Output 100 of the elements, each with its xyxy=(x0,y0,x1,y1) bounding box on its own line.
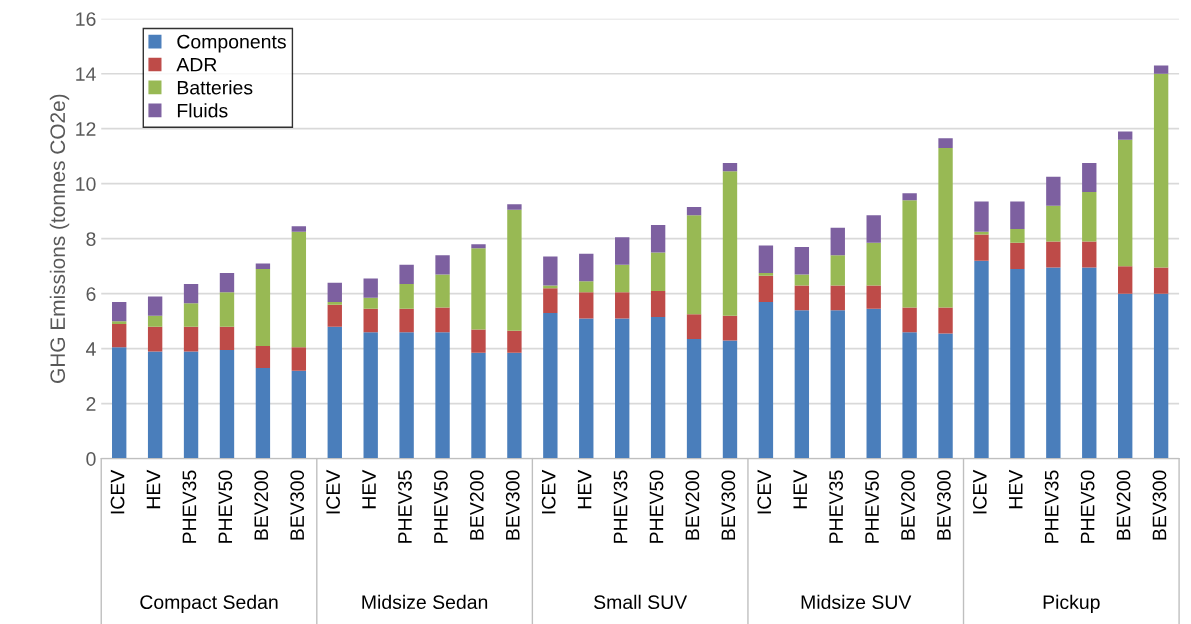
x-tick-label: PHEV35 xyxy=(182,470,197,543)
legend-label: Batteries xyxy=(177,80,253,95)
bar xyxy=(363,308,378,333)
bar xyxy=(974,234,989,261)
bar xyxy=(1046,176,1061,206)
bar xyxy=(615,318,630,459)
bar xyxy=(1082,241,1097,268)
bar xyxy=(794,274,810,286)
bar xyxy=(507,330,522,353)
bar xyxy=(543,256,558,286)
bar xyxy=(650,224,666,253)
bar xyxy=(758,301,774,459)
bar xyxy=(507,204,522,210)
text: Midsize Sedan xyxy=(362,594,488,610)
x-tick-label: HEV xyxy=(793,469,807,509)
bar xyxy=(327,304,342,327)
bar xyxy=(1118,139,1133,267)
bar xyxy=(686,339,702,459)
bar xyxy=(1010,229,1025,243)
bar xyxy=(112,301,127,322)
x-tick-label: PHEV50 xyxy=(434,470,448,543)
bar xyxy=(507,209,522,331)
x-tick-label: BEV300 xyxy=(937,470,951,540)
bar xyxy=(471,329,486,353)
bar xyxy=(327,282,342,302)
bar xyxy=(938,138,953,148)
bar xyxy=(471,352,486,459)
bar xyxy=(1153,293,1169,459)
bar xyxy=(722,171,738,316)
x-tick-label: PHEV50 xyxy=(649,470,664,543)
x-tick-label: HEV xyxy=(146,469,161,509)
x-tick-label: BEV200 xyxy=(901,470,915,540)
bar xyxy=(363,278,378,298)
bar xyxy=(543,288,558,313)
bar xyxy=(686,207,702,216)
bar xyxy=(579,253,594,282)
bar xyxy=(255,345,271,368)
x-tick-label: ICEV xyxy=(757,469,772,514)
bar xyxy=(650,252,666,291)
bar xyxy=(1010,268,1025,459)
x-tick-label: HEV xyxy=(362,469,376,509)
bar xyxy=(722,163,738,172)
x-tick-label: BEV200 xyxy=(469,470,484,540)
bar xyxy=(615,292,630,319)
x-tick-label: PHEV50 xyxy=(218,470,233,543)
bar xyxy=(974,231,989,235)
x-tick-label: PHEV50 xyxy=(1080,470,1095,543)
bar xyxy=(327,326,342,459)
bar xyxy=(399,284,414,309)
bar xyxy=(1010,201,1025,230)
bar xyxy=(1046,267,1061,459)
bar xyxy=(399,308,414,333)
bar xyxy=(794,246,810,275)
bar xyxy=(363,332,378,459)
x-tick-label: BEV300 xyxy=(290,470,305,540)
bar xyxy=(435,307,450,333)
y-tick-label: 14 xyxy=(76,67,96,81)
bar xyxy=(902,332,917,459)
bar xyxy=(219,273,235,293)
bar xyxy=(183,351,199,459)
bar xyxy=(112,347,127,459)
bar xyxy=(686,314,702,340)
bar xyxy=(974,260,989,459)
bar xyxy=(399,332,414,459)
bar xyxy=(1118,131,1133,140)
x-tick-label: HEV xyxy=(577,469,592,509)
bar xyxy=(866,308,881,459)
legend-label: Components xyxy=(177,34,286,53)
bar xyxy=(291,231,307,348)
x-tick-label: PHEV35 xyxy=(1044,470,1059,543)
bar xyxy=(830,255,845,286)
x-tick-label: BEV300 xyxy=(505,470,520,540)
bar xyxy=(435,255,450,275)
y-tick-label: 0 xyxy=(86,452,96,466)
y-tick-label: 6 xyxy=(86,287,96,301)
x-tick-label: BEV200 xyxy=(1116,470,1131,540)
bar xyxy=(291,226,307,232)
bar xyxy=(615,237,630,265)
bar xyxy=(327,301,342,305)
x-tick-label: PHEV35 xyxy=(613,470,628,543)
bar xyxy=(902,193,917,201)
bar xyxy=(579,318,594,459)
x-tick-label: HEV xyxy=(1009,469,1023,509)
bar xyxy=(830,285,845,311)
bar xyxy=(758,273,774,276)
bar xyxy=(794,310,810,459)
bar xyxy=(255,268,271,346)
bar xyxy=(722,315,738,341)
y-axis-title: GHG Emissions (tonnes CO2e) xyxy=(49,94,70,383)
bar xyxy=(183,284,199,304)
bar xyxy=(1046,241,1061,268)
bar xyxy=(435,274,450,308)
bar xyxy=(363,297,378,309)
x-tick-label: PHEV50 xyxy=(865,470,879,543)
bar xyxy=(686,215,702,315)
text: Small SUV xyxy=(594,594,688,610)
bar xyxy=(471,248,486,330)
bar xyxy=(112,321,127,324)
bar xyxy=(147,351,163,459)
x-tick-label: BEV300 xyxy=(1152,470,1167,540)
